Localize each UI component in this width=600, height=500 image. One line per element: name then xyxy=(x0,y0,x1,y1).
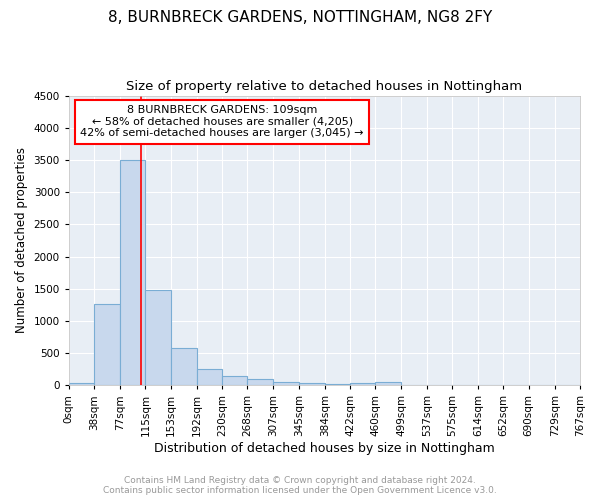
Bar xyxy=(94,304,120,386)
Text: Contains HM Land Registry data © Crown copyright and database right 2024.
Contai: Contains HM Land Registry data © Crown c… xyxy=(103,476,497,495)
Bar xyxy=(222,376,247,386)
Bar xyxy=(197,369,222,386)
Bar xyxy=(145,290,171,386)
Bar xyxy=(350,382,376,386)
Y-axis label: Number of detached properties: Number of detached properties xyxy=(15,148,28,334)
Bar xyxy=(69,384,94,386)
Bar xyxy=(247,380,274,386)
Title: Size of property relative to detached houses in Nottingham: Size of property relative to detached ho… xyxy=(127,80,523,93)
Bar xyxy=(376,382,401,386)
Bar xyxy=(171,348,197,386)
Text: 8 BURNBRECK GARDENS: 109sqm
← 58% of detached houses are smaller (4,205)
42% of : 8 BURNBRECK GARDENS: 109sqm ← 58% of det… xyxy=(80,105,364,138)
Bar xyxy=(274,382,299,386)
Bar xyxy=(120,160,145,386)
Bar xyxy=(299,384,325,386)
X-axis label: Distribution of detached houses by size in Nottingham: Distribution of detached houses by size … xyxy=(154,442,495,455)
Text: 8, BURNBRECK GARDENS, NOTTINGHAM, NG8 2FY: 8, BURNBRECK GARDENS, NOTTINGHAM, NG8 2F… xyxy=(108,10,492,25)
Bar xyxy=(325,384,350,386)
